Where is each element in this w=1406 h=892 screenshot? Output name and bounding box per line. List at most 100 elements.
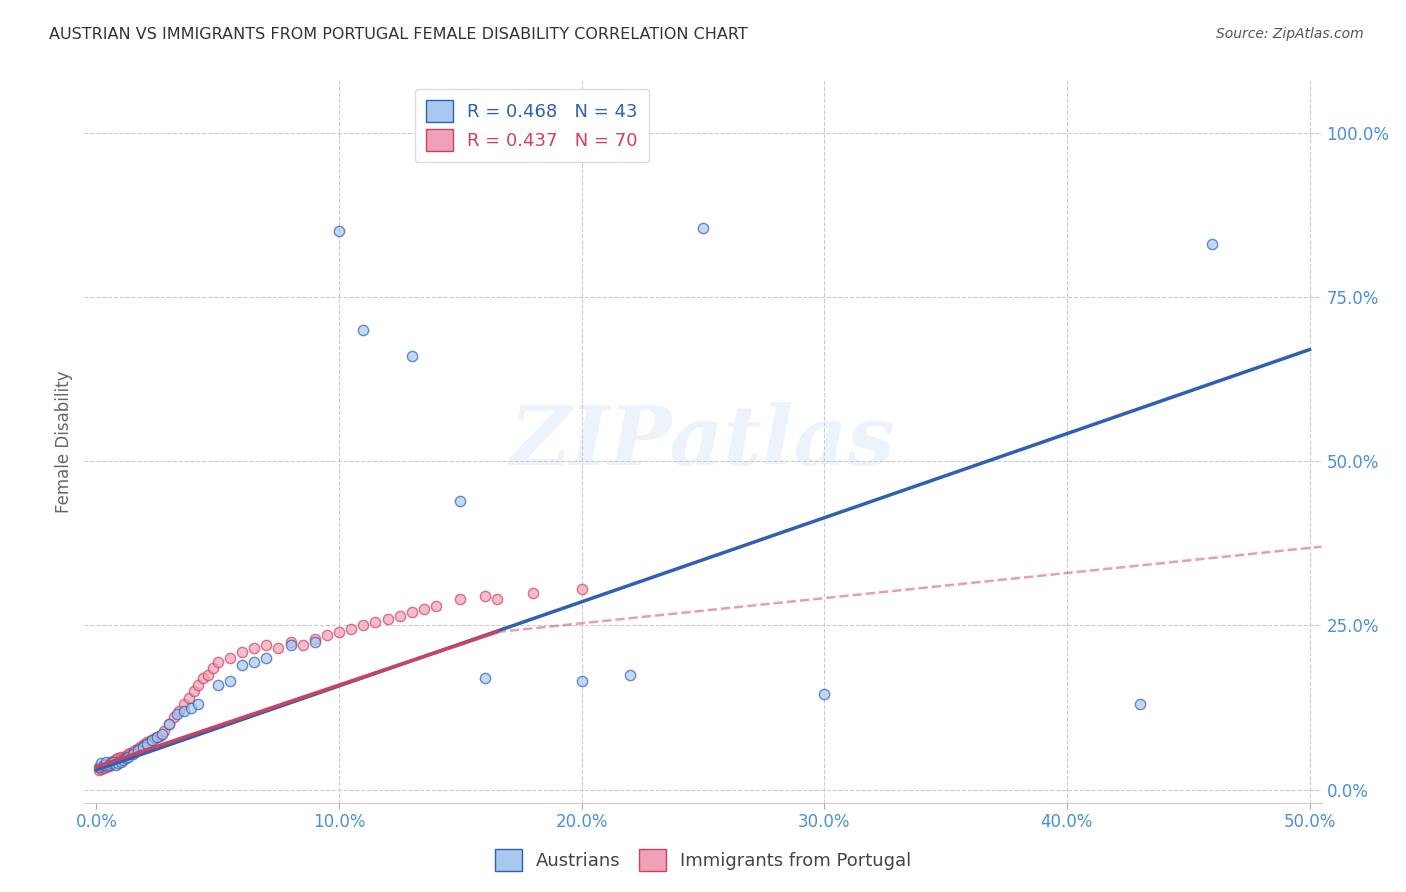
Point bbox=[131, 738, 153, 752]
Point bbox=[93, 761, 115, 775]
Point bbox=[425, 599, 447, 613]
Point bbox=[401, 349, 423, 363]
Point bbox=[112, 751, 135, 765]
Point bbox=[231, 657, 253, 672]
Point bbox=[377, 612, 399, 626]
Point bbox=[96, 757, 118, 772]
Point bbox=[254, 638, 277, 652]
Point bbox=[90, 762, 112, 776]
Point bbox=[352, 618, 374, 632]
Point bbox=[107, 756, 129, 771]
Point bbox=[207, 655, 229, 669]
Point bbox=[328, 224, 350, 238]
Point bbox=[474, 671, 496, 685]
Point bbox=[90, 760, 112, 774]
Point bbox=[254, 651, 277, 665]
Point bbox=[93, 759, 115, 773]
Point bbox=[112, 753, 135, 767]
Point bbox=[110, 752, 132, 766]
Point bbox=[146, 730, 169, 744]
Point bbox=[114, 751, 136, 765]
Point bbox=[219, 674, 242, 689]
Point bbox=[187, 677, 209, 691]
Point bbox=[93, 757, 115, 772]
Y-axis label: Female Disability: Female Disability bbox=[55, 370, 73, 513]
Point bbox=[291, 638, 314, 652]
Point bbox=[187, 698, 209, 712]
Point bbox=[97, 757, 120, 772]
Point bbox=[104, 757, 127, 772]
Point bbox=[173, 704, 195, 718]
Point bbox=[183, 684, 205, 698]
Point bbox=[280, 635, 302, 649]
Point bbox=[127, 743, 149, 757]
Point bbox=[157, 717, 180, 731]
Point bbox=[104, 755, 127, 769]
Point bbox=[117, 749, 139, 764]
Point bbox=[97, 756, 120, 771]
Point bbox=[134, 737, 156, 751]
Point bbox=[122, 745, 145, 759]
Text: AUSTRIAN VS IMMIGRANTS FROM PORTUGAL FEMALE DISABILITY CORRELATION CHART: AUSTRIAN VS IMMIGRANTS FROM PORTUGAL FEM… bbox=[49, 27, 748, 42]
Point bbox=[201, 661, 224, 675]
Point bbox=[267, 641, 290, 656]
Point bbox=[107, 754, 129, 768]
Point bbox=[316, 628, 339, 642]
Point bbox=[243, 641, 266, 656]
Point bbox=[103, 754, 125, 768]
Point bbox=[153, 723, 176, 738]
Point bbox=[131, 739, 153, 754]
Point bbox=[97, 759, 120, 773]
Point bbox=[280, 638, 302, 652]
Point bbox=[141, 733, 163, 747]
Point bbox=[146, 730, 169, 744]
Point bbox=[813, 687, 835, 701]
Point bbox=[100, 755, 122, 769]
Point bbox=[127, 742, 149, 756]
Point bbox=[340, 622, 363, 636]
Point bbox=[328, 625, 350, 640]
Point bbox=[124, 743, 146, 757]
Point bbox=[177, 690, 200, 705]
Point bbox=[143, 731, 166, 746]
Point bbox=[413, 602, 436, 616]
Legend: Austrians, Immigrants from Portugal: Austrians, Immigrants from Portugal bbox=[488, 842, 918, 879]
Point bbox=[96, 755, 118, 769]
Point bbox=[139, 734, 162, 748]
Legend: R = 0.468   N = 43, R = 0.437   N = 70: R = 0.468 N = 43, R = 0.437 N = 70 bbox=[415, 89, 648, 162]
Point bbox=[231, 645, 253, 659]
Point bbox=[100, 757, 122, 772]
Point bbox=[219, 651, 242, 665]
Point bbox=[449, 592, 471, 607]
Point bbox=[571, 674, 593, 689]
Point bbox=[90, 756, 112, 771]
Point bbox=[243, 655, 266, 669]
Text: Source: ZipAtlas.com: Source: ZipAtlas.com bbox=[1216, 27, 1364, 41]
Point bbox=[485, 592, 508, 607]
Point bbox=[167, 704, 190, 718]
Point bbox=[150, 727, 173, 741]
Point bbox=[522, 585, 544, 599]
Point bbox=[173, 698, 195, 712]
Point bbox=[129, 739, 152, 754]
Point bbox=[100, 756, 122, 771]
Point bbox=[304, 632, 326, 646]
Point bbox=[388, 608, 411, 623]
Point bbox=[449, 493, 471, 508]
Point bbox=[163, 710, 186, 724]
Point bbox=[117, 747, 139, 762]
Point bbox=[87, 763, 110, 777]
Point bbox=[401, 605, 423, 619]
Point bbox=[193, 671, 215, 685]
Point bbox=[136, 737, 159, 751]
Point bbox=[692, 221, 714, 235]
Point bbox=[136, 735, 159, 749]
Point bbox=[207, 677, 229, 691]
Point bbox=[87, 760, 110, 774]
Point bbox=[148, 729, 170, 743]
Point bbox=[104, 752, 127, 766]
Point bbox=[110, 755, 132, 769]
Point bbox=[197, 667, 219, 681]
Point bbox=[96, 760, 118, 774]
Point bbox=[1201, 237, 1223, 252]
